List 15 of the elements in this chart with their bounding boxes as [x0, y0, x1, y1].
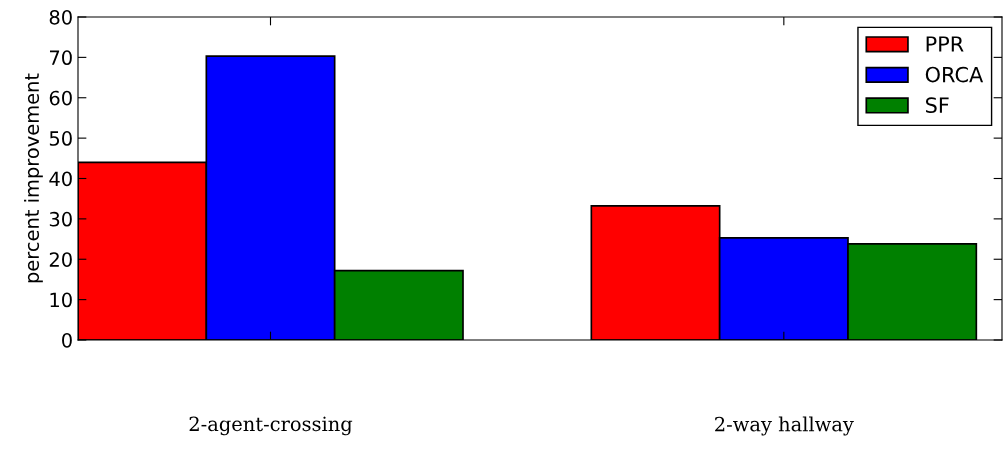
y-axis-title: percent improvement — [24, 73, 43, 283]
y-tick-label: 0 — [62, 332, 72, 348]
y-tick-label: 10 — [50, 292, 72, 308]
y-tick-label: 30 — [49, 211, 72, 227]
legend-label: PPR — [926, 36, 964, 52]
y-tick-label: 70 — [49, 50, 72, 66]
legend-label: SF — [925, 97, 949, 114]
y-tick-label: 40 — [49, 171, 72, 187]
y-tick-label: 20 — [49, 252, 72, 267]
y-tick-label: 50 — [49, 131, 72, 146]
y-tick-label: 60 — [49, 90, 72, 106]
x-tick-label: 2-agent-crossing — [189, 416, 353, 436]
legend-label: ORCA — [925, 66, 984, 83]
y-tick-label: 80 — [49, 9, 72, 25]
x-tick-label: 2-way hallway — [715, 416, 854, 436]
